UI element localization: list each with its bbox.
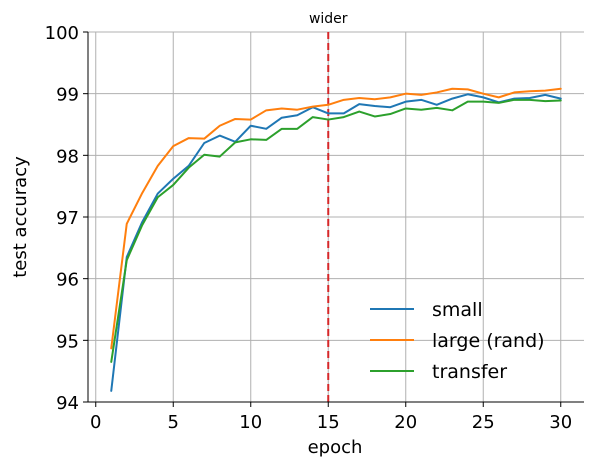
legend: small large (rand) transfer xyxy=(370,299,545,383)
legend-label-large-rand: large (rand) xyxy=(432,330,545,352)
y-axis-title: test accuracy xyxy=(10,156,31,278)
x-tick-label-0: 0 xyxy=(90,412,101,433)
legend-label-transfer: transfer xyxy=(432,361,507,383)
y-tick-label-97: 97 xyxy=(56,208,79,229)
y-tick-label-100: 100 xyxy=(45,23,79,44)
x-tick-label-5: 5 xyxy=(168,412,179,433)
series-line-transfer xyxy=(111,100,561,362)
x-axis-title: epoch xyxy=(308,437,363,458)
y-tick-label-99: 99 xyxy=(56,85,79,106)
x-tick-label-30: 30 xyxy=(549,412,572,433)
x-tick-label-15: 15 xyxy=(317,412,340,433)
y-tick-label-98: 98 xyxy=(56,146,79,167)
wider-annotation-label: wider xyxy=(309,11,348,27)
series-line-large-rand xyxy=(111,89,561,349)
x-tick-label-10: 10 xyxy=(239,412,262,433)
y-tick-label-95: 95 xyxy=(56,331,79,352)
legend-label-small: small xyxy=(432,299,483,321)
x-tick-label-20: 20 xyxy=(394,412,417,433)
y-tick-label-96: 96 xyxy=(56,270,79,291)
x-tick-labels: 0 5 10 15 20 25 30 xyxy=(90,402,572,433)
x-tick-label-25: 25 xyxy=(472,412,495,433)
y-tick-label-94: 94 xyxy=(56,393,79,414)
y-tick-labels: 94 95 96 97 98 99 100 xyxy=(45,23,88,414)
